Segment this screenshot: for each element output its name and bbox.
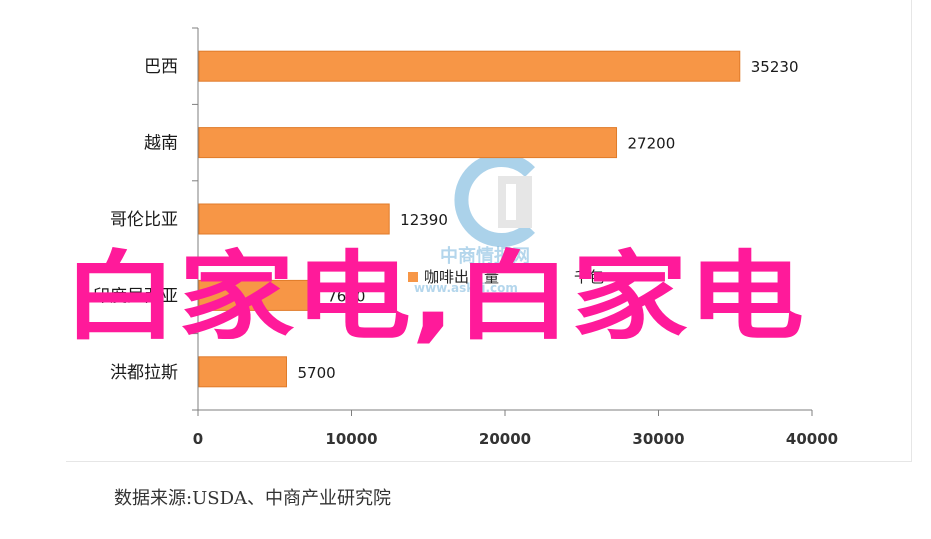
- chart-frame: [66, 0, 912, 462]
- legend-swatch: [408, 272, 418, 282]
- x-tick-label: 30000: [632, 430, 684, 448]
- bar: [198, 203, 390, 235]
- watermark-legend: 咖啡出口量 千包: [408, 268, 604, 286]
- legend-label: 咖啡出口量: [424, 268, 499, 286]
- watermark-logo-icon: [454, 153, 535, 247]
- category-label: 巴西: [144, 57, 178, 77]
- bar-series: 巴西 35230 越南 27200 哥伦比亚 12390 印度尼西亚 7640 洪都拉斯 5700: [93, 50, 799, 388]
- bar: [198, 127, 618, 159]
- category-label: 哥伦比亚: [110, 210, 178, 230]
- data-label: 27200: [628, 135, 676, 153]
- chart-axes: 0 10000 20000 30000 40000: [192, 27, 838, 448]
- source-caption: 数据来源:USDA、中商产业研究院: [114, 488, 391, 509]
- bar-chart: 中商情报网 www.askci.com 0 10000 20000 30000 4000…: [62, 27, 838, 448]
- overlay-text: 白家电,白家电: [62, 241, 804, 353]
- bar: [198, 279, 317, 311]
- data-label: 7640: [327, 287, 365, 305]
- bar: [198, 356, 287, 388]
- watermark-url: www.askci.com: [414, 281, 518, 295]
- category-label: 越南: [144, 134, 178, 154]
- bar: [198, 50, 741, 82]
- category-label: 印度尼西亚: [93, 286, 178, 306]
- x-tick-label: 10000: [325, 430, 377, 448]
- data-label: 5700: [297, 364, 335, 382]
- category-label: 洪都拉斯: [110, 363, 178, 383]
- x-tick-label: 0: [193, 430, 203, 448]
- data-label: 12390: [400, 211, 448, 229]
- watermark-brand: 中商情报网: [440, 245, 530, 267]
- x-tick-label: 40000: [786, 430, 838, 448]
- data-label: 35230: [751, 58, 799, 76]
- x-tick-label: 20000: [479, 430, 531, 448]
- legend-unit: 千包: [574, 268, 604, 286]
